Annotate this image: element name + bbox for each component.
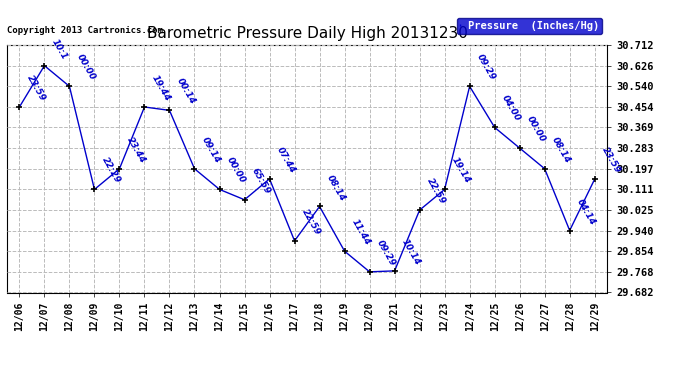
Text: 00:00: 00:00 — [225, 156, 247, 185]
Title: Barometric Pressure Daily High 20131230: Barometric Pressure Daily High 20131230 — [146, 26, 468, 41]
Text: 10:14: 10:14 — [400, 237, 422, 267]
Text: 07:44: 07:44 — [275, 146, 297, 175]
Text: 08:14: 08:14 — [550, 135, 572, 165]
Legend: Pressure  (Inches/Hg): Pressure (Inches/Hg) — [457, 18, 602, 33]
Text: 65:59: 65:59 — [250, 166, 272, 196]
Text: Copyright 2013 Cartronics.com: Copyright 2013 Cartronics.com — [7, 26, 163, 35]
Text: 04:14: 04:14 — [575, 197, 598, 226]
Text: 08:14: 08:14 — [325, 173, 347, 202]
Text: 22:29: 22:29 — [100, 156, 122, 185]
Text: 23:59: 23:59 — [25, 74, 47, 103]
Text: 00:00: 00:00 — [75, 53, 97, 82]
Text: 11:44: 11:44 — [350, 218, 372, 247]
Text: 10:1: 10:1 — [50, 38, 69, 62]
Text: 19:14: 19:14 — [450, 156, 472, 185]
Text: 09:14: 09:14 — [200, 135, 222, 165]
Text: 23:44: 23:44 — [125, 135, 147, 165]
Text: 22:59: 22:59 — [300, 207, 322, 237]
Text: 04:00: 04:00 — [500, 94, 522, 123]
Text: 23:59: 23:59 — [600, 146, 622, 175]
Text: 00:14: 00:14 — [175, 77, 197, 106]
Text: 19:44: 19:44 — [150, 74, 172, 103]
Text: 09:29: 09:29 — [475, 53, 497, 82]
Text: 22:59: 22:59 — [425, 177, 447, 206]
Text: 09:29: 09:29 — [375, 238, 397, 268]
Text: 00:00: 00:00 — [525, 115, 547, 144]
